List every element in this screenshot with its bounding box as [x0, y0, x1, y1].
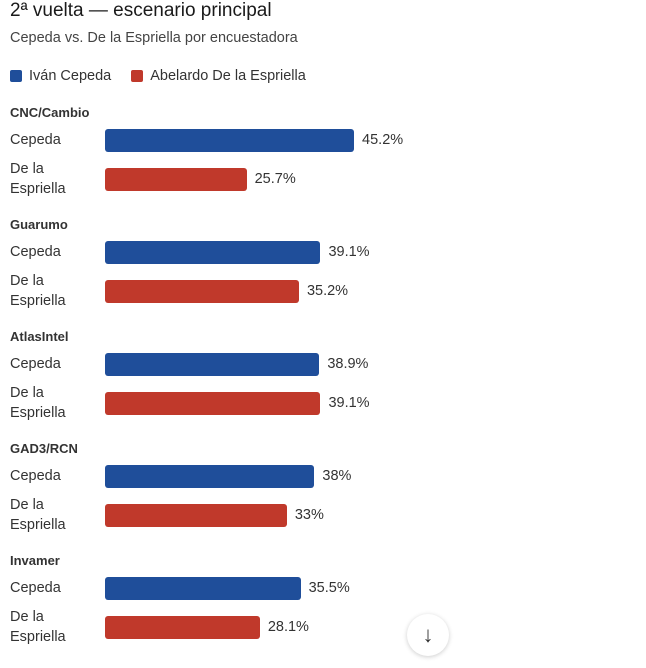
group-label: Guarumo — [10, 217, 68, 232]
bar-espriella — [105, 392, 321, 415]
bar-cepeda — [105, 129, 355, 152]
group-label: Invamer — [10, 553, 60, 568]
value-label: 38.9% — [327, 356, 369, 372]
group-label: CNC/Cambio — [10, 105, 90, 120]
bar-cepeda — [105, 241, 321, 264]
legend-swatch-cepeda — [10, 70, 22, 82]
bar-espriella — [105, 504, 287, 527]
value-label: 39.1% — [328, 244, 370, 260]
row-label: De la Espriella — [10, 385, 66, 421]
bar-espriella — [105, 168, 247, 191]
value-label: 35.5% — [308, 580, 350, 596]
legend-swatch-espriella — [131, 70, 144, 82]
value-label: 39.1% — [328, 395, 370, 411]
legend-item-espriella: Abelardo De la Espriella — [131, 68, 306, 84]
row-label: De la Espriella — [10, 497, 66, 533]
row-label: Cepeda — [10, 468, 61, 484]
bar-cepeda — [105, 577, 301, 600]
chart-subtitle: Cepeda vs. De la Espriella por encuestad… — [10, 30, 298, 46]
group-label: GAD3/RCN — [10, 441, 78, 456]
value-label: 28.1% — [267, 619, 309, 635]
row-label: De la Espriella — [10, 609, 66, 645]
legend-label: Iván Cepeda — [29, 68, 112, 84]
row-label: Cepeda — [10, 580, 61, 596]
value-label: 45.2% — [362, 132, 404, 148]
legend-label: Abelardo De la Espriella — [150, 68, 306, 84]
bar-espriella — [105, 280, 299, 303]
row-label: Cepeda — [10, 356, 61, 372]
row-label: Cepeda — [10, 244, 61, 260]
value-label: 25.7% — [254, 171, 296, 187]
arrow-down-icon: ↓ — [422, 622, 434, 647]
value-label: 33% — [294, 507, 324, 523]
row-label: De la Espriella — [10, 273, 66, 309]
chart-title: 2ª vuelta — escenario principal — [10, 0, 272, 21]
row-label: Cepeda — [10, 132, 61, 148]
bar-espriella — [105, 616, 260, 639]
value-label: 38% — [322, 468, 352, 484]
row-label: De la Espriella — [10, 161, 66, 197]
group-label: AtlasIntel — [10, 329, 69, 344]
legend-item-cepeda: Iván Cepeda — [10, 68, 111, 84]
legend: Iván Cepeda Abelardo De la Espriella — [10, 68, 306, 84]
scroll-down-button[interactable]: ↓ — [407, 614, 449, 656]
bar-cepeda — [105, 353, 320, 376]
bar-cepeda — [105, 465, 315, 488]
value-label: 35.2% — [306, 283, 349, 299]
